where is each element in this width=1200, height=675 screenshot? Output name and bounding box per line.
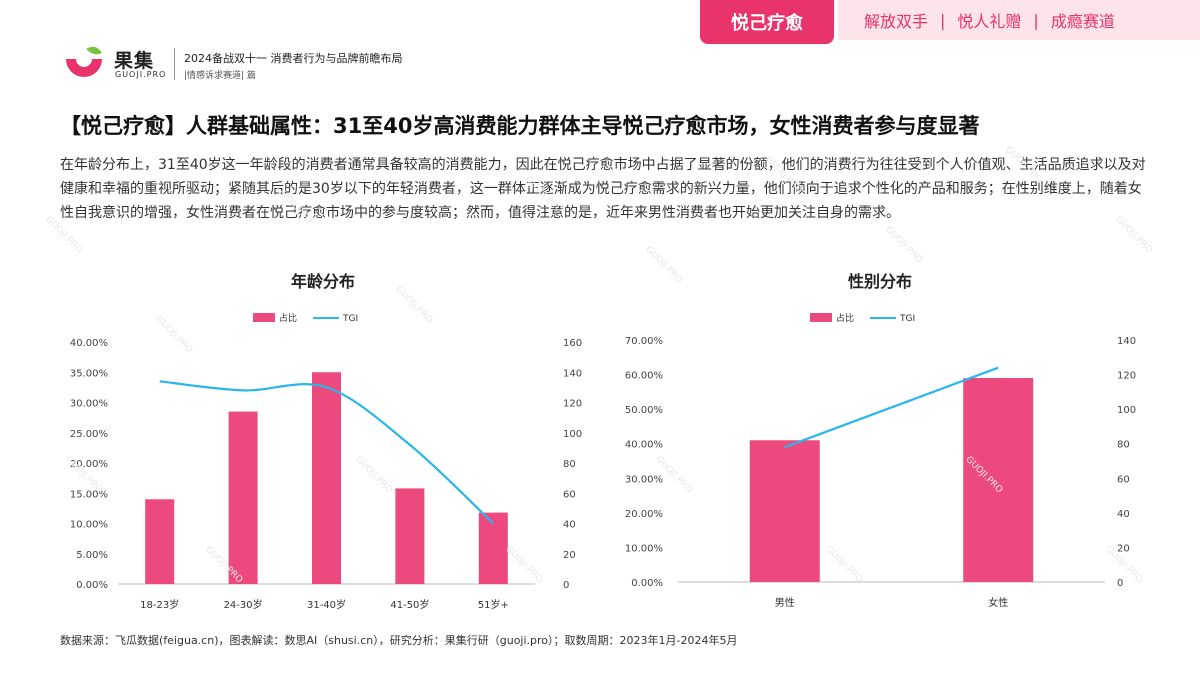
x-tick-label: 31-40岁 [307,598,346,611]
tab-separator: | [940,10,946,30]
y-left-tick-label: 40.00% [70,338,108,349]
legend-label-line: TGI [899,314,915,324]
x-tick-label: 女性 [988,596,1008,609]
bar [145,499,175,584]
y-left-tick-label: 0.00% [76,580,108,591]
tab-gift[interactable]: 悦人礼赠 [957,12,1022,31]
y-right-tick-label: 140 [1117,336,1136,347]
chart-title: 性别分布 [848,272,912,291]
bar [395,488,425,584]
tgi-line [159,380,495,525]
y-left-tick-label: 10.00% [70,520,108,531]
y-left-tick-label: 40.00% [625,440,663,451]
y-right-tick-label: 100 [1117,405,1136,416]
y-right-tick-label: 60 [1117,474,1130,485]
y-right-tick-label: 100 [563,429,582,440]
tab-hands-free[interactable]: 解放双手 [864,12,929,31]
y-right-tick-label: 80 [1117,440,1130,451]
description-paragraph: 在年龄分布上，31至40岁这一年龄段的消费者通常具备较高的消费能力，因此在悦己疗… [60,157,1146,221]
legend-swatch-bar [810,313,832,322]
y-left-tick-label: 30.00% [625,474,663,485]
bar [478,512,508,584]
y-right-tick-label: 160 [563,338,582,349]
tgi-line [784,366,999,449]
legend-label-line: TGI [342,314,358,324]
report-subtitle: |情感诉求赛道| 篇 [184,71,256,81]
y-left-tick-label: 20.00% [625,509,663,520]
y-left-tick-label: 30.00% [70,399,108,410]
y-left-tick-label: 50.00% [625,405,663,416]
y-right-tick-label: 20 [1117,543,1130,554]
y-right-tick-label: 140 [563,368,582,379]
y-right-tick-label: 0 [1117,578,1123,589]
report-title: 2024备战双十一 消费者行为与品牌前瞻布局 [184,52,403,65]
y-right-tick-label: 60 [563,489,576,500]
page-title: 【悦己疗愈】人群基础属性：31至40岁高消费能力群体主导悦己疗愈市场，女性消费者… [60,114,980,138]
legend-swatch-bar [253,313,275,322]
y-left-tick-label: 70.00% [625,336,663,347]
chart-title: 年龄分布 [291,272,355,291]
legend-label-bar: 占比 [836,312,854,324]
y-left-tick-label: 35.00% [70,368,108,379]
y-left-tick-label: 10.00% [625,543,663,554]
tab-separator: | [1033,10,1039,30]
bar [228,411,258,584]
brand-name: 果集 [114,50,155,72]
x-tick-label: 41-50岁 [390,598,429,611]
y-right-tick-label: 40 [563,520,576,531]
bar [749,440,820,582]
source-note: 数据来源：飞瓜数据(feigua.cn)，图表解读：数思AI（shusi.cn）… [60,634,738,647]
legend-label-bar: 占比 [279,312,297,324]
x-tick-label: 24-30岁 [224,598,263,611]
tab-addiction[interactable]: 成瘾赛道 [1050,12,1115,31]
y-right-tick-label: 40 [1117,509,1130,520]
y-left-tick-label: 0.00% [631,578,663,589]
bar [312,372,341,584]
x-tick-label: 男性 [775,596,795,609]
bar [963,378,1034,582]
tab-strip: 解放双手 | 悦人礼赠 | 成瘾赛道 [838,0,1200,40]
y-right-tick-label: 80 [563,459,576,470]
brand-domain: GUOJI.PRO [115,70,167,79]
y-left-tick-label: 15.00% [70,489,108,500]
y-left-tick-label: 60.00% [625,371,663,382]
y-left-tick-label: 20.00% [70,459,108,470]
y-right-tick-label: 120 [563,399,582,410]
brand-logo-icon [66,46,102,77]
x-tick-label: 18-23岁 [140,598,179,611]
y-right-tick-label: 0 [563,580,569,591]
tab-active[interactable]: 悦己疗愈 [700,0,834,44]
y-right-tick-label: 20 [563,550,576,561]
header-divider [174,48,175,80]
y-right-tick-label: 120 [1117,371,1136,382]
y-left-tick-label: 25.00% [70,429,108,440]
x-tick-label: 51岁+ [478,598,509,611]
y-left-tick-label: 5.00% [76,550,108,561]
